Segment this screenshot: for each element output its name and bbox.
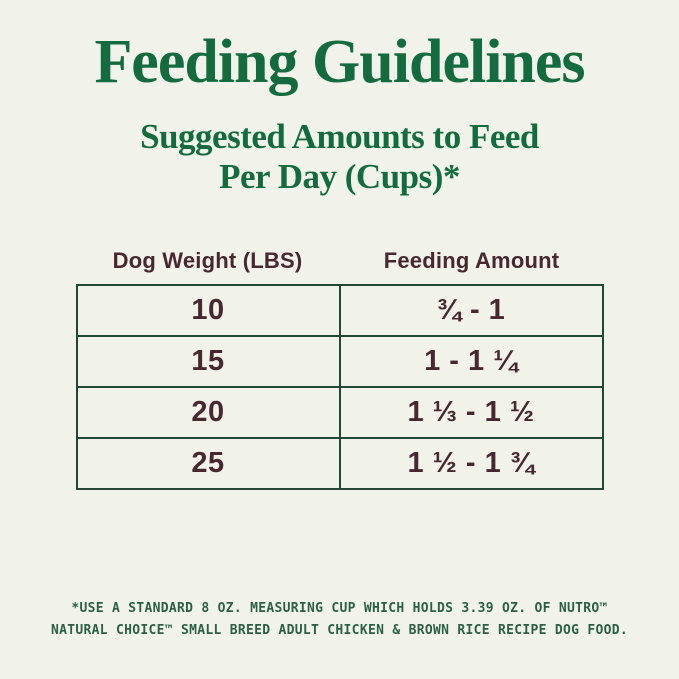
table-row: 25 1 ½ - 1 ¾ [75, 436, 604, 490]
dog-weight-cell: 10 [75, 283, 341, 337]
feeding-amount-cell: 1 ⅓ - 1 ½ [338, 385, 604, 439]
dog-weight-cell: 15 [75, 334, 341, 388]
feeding-table-section: Dog Weight (LBS) Feeding Amount 10 ¾ - 1… [75, 248, 604, 490]
feeding-amount-cell: 1 ½ - 1 ¾ [338, 436, 604, 490]
column-header-feeding-amount: Feeding Amount [383, 247, 560, 273]
footnote-line-2: NATURAL CHOICE™ SMALL BREED ADULT CHICKE… [51, 622, 628, 638]
feeding-table: 10 ¾ - 1 15 1 - 1 ¼ 20 1 ⅓ - 1 ½ 25 1 ½ … [75, 283, 604, 490]
dog-weight-cell: 20 [75, 385, 341, 439]
page-title: Feeding Guidelines [94, 28, 585, 96]
table-row: 10 ¾ - 1 [75, 283, 604, 337]
table-header-row: Dog Weight (LBS) Feeding Amount [76, 248, 604, 274]
dog-weight-cell: 25 [75, 436, 341, 490]
feeding-amount-cell: 1 - 1 ¼ [338, 334, 604, 388]
feeding-amount-cell: ¾ - 1 [338, 283, 604, 337]
table-row: 15 1 - 1 ¼ [75, 334, 604, 388]
column-header-dog-weight: Dog Weight (LBS) [112, 247, 303, 273]
footnote: *USE A STANDARD 8 OZ. MEASURING CUP WHIC… [0, 598, 679, 641]
subtitle: Suggested Amounts to Feed Per Day (Cups)… [0, 117, 679, 198]
footnote-line-1: *USE A STANDARD 8 OZ. MEASURING CUP WHIC… [71, 601, 608, 617]
table-row: 20 1 ⅓ - 1 ½ [75, 385, 604, 439]
subtitle-line-2: Per Day (Cups)* [219, 157, 460, 197]
subtitle-line-1: Suggested Amounts to Feed [140, 117, 539, 157]
